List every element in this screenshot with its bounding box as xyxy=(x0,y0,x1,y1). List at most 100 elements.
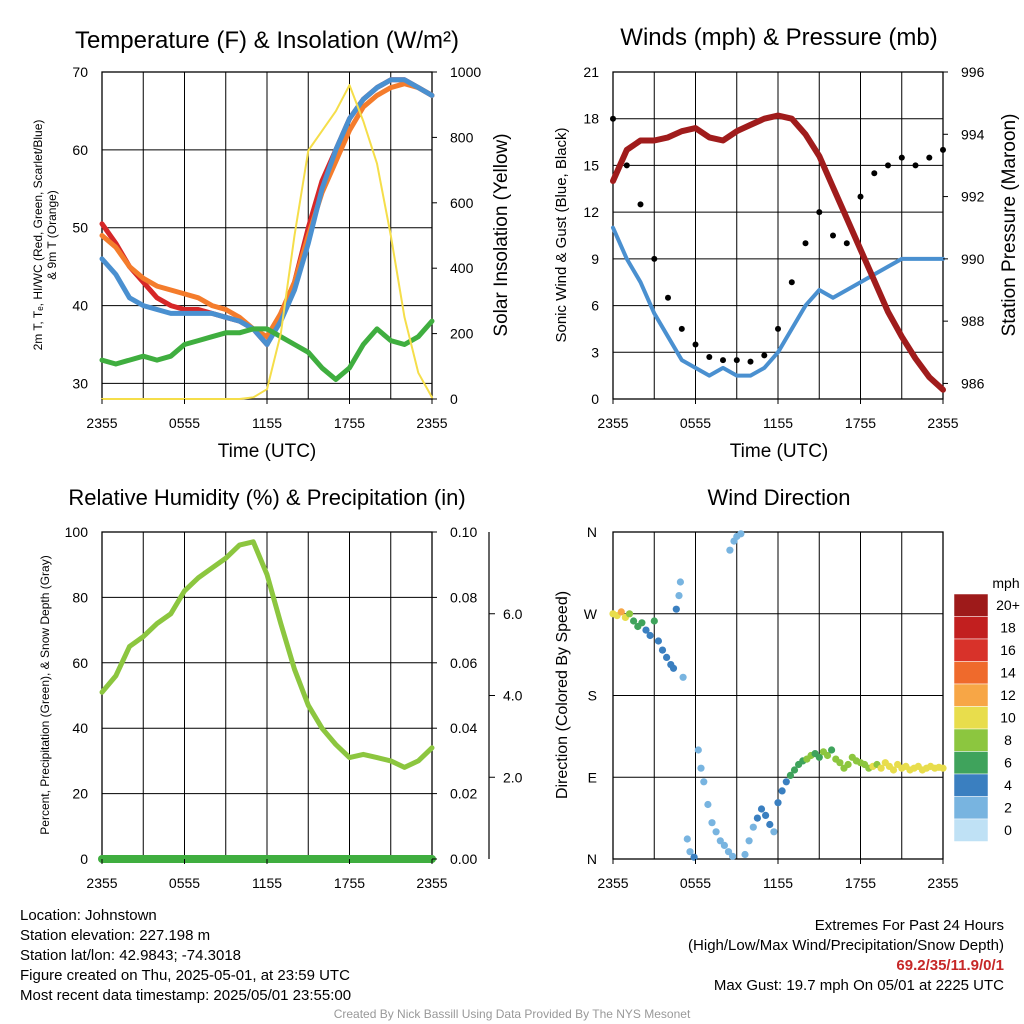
gust-point xyxy=(651,255,658,262)
gust-point xyxy=(761,352,768,359)
direction-point xyxy=(646,631,654,640)
y-tick-label: 15 xyxy=(583,157,599,173)
direction-point xyxy=(669,664,678,672)
colorbar-label: 10 xyxy=(1000,710,1016,726)
gust-point xyxy=(678,325,685,332)
direction-point xyxy=(658,646,667,654)
direction-point xyxy=(745,837,753,845)
direction-point xyxy=(683,835,691,843)
colorbar-swatch xyxy=(953,796,989,820)
y-tick-label: 70 xyxy=(72,64,88,80)
y-tick-label: 0 xyxy=(80,851,88,867)
direction-point xyxy=(617,608,625,616)
direction-point xyxy=(663,653,671,662)
direction-point xyxy=(700,778,708,786)
x-tick-label: 2355 xyxy=(597,875,628,891)
direction-point xyxy=(939,764,947,772)
y-tick-label: 40 xyxy=(72,720,88,736)
temperature-panel: Temperature (F) & Insolation (W/m²) 30 40… xyxy=(31,27,512,462)
wind-direction-ylabel: Direction (Colored By Speed) xyxy=(554,591,571,799)
gust-point xyxy=(692,341,699,348)
x-tick-label: 1155 xyxy=(252,875,282,891)
colorbar-label: 0 xyxy=(1004,822,1012,838)
direction-point xyxy=(720,841,729,850)
y-tick-label: 18 xyxy=(583,111,599,127)
x-tick-label: 1755 xyxy=(334,415,365,431)
series-hi-wc xyxy=(99,77,435,347)
direction-point xyxy=(762,811,770,820)
x-tick-label: 2355 xyxy=(416,415,447,431)
direction-point xyxy=(726,546,734,554)
direction-point xyxy=(672,605,680,613)
direction-point xyxy=(676,578,685,586)
temperature-title: Temperature (F) & Insolation (W/m²) xyxy=(75,27,459,54)
direction-point xyxy=(625,610,634,618)
x-tick-label: 1155 xyxy=(252,415,282,431)
wind-direction-grid xyxy=(613,531,943,860)
extremes-values: 69.2/35/11.9/0/1 xyxy=(896,957,1004,974)
direction-point xyxy=(690,853,698,861)
y3-tick-label: 4.0 xyxy=(503,688,523,704)
x-tick-label: 2355 xyxy=(927,875,958,891)
temperature-y2label: Solar Insolation (Yellow) xyxy=(491,133,512,336)
humidity-ticks: 0 20 40 60 80 100 0.00 0.02 0.04 0.06 0.08 0.10 2.0 4… xyxy=(65,524,523,891)
x-tick-label: 1155 xyxy=(763,415,793,431)
direction-point xyxy=(749,823,757,831)
colorbar-label: 14 xyxy=(1000,665,1016,681)
y2-tick-label: 200 xyxy=(450,326,474,342)
gust-point xyxy=(816,209,823,216)
recent-timestamp: Most recent data timestamp: 2025/05/01 2… xyxy=(20,987,352,1004)
y-tick-label: 60 xyxy=(72,655,88,671)
colorbar-label: 16 xyxy=(1000,642,1016,658)
y-tick-label: N xyxy=(587,524,597,540)
y2-tick-label: 600 xyxy=(450,195,474,211)
direction-point xyxy=(766,820,774,829)
figure-created: Figure created on Thu, 2025-05-01, at 23… xyxy=(20,967,350,984)
direction-point xyxy=(844,760,852,769)
direction-point xyxy=(712,828,720,836)
gust-point xyxy=(623,162,630,169)
direction-point xyxy=(686,848,694,856)
series-9m-t xyxy=(99,81,435,340)
humidity-title: Relative Humidity (%) & Precipitation (i… xyxy=(68,485,465,510)
direction-point xyxy=(741,850,749,859)
x-tick-label: 1755 xyxy=(845,415,876,431)
station-info: Location: Johnstown Station elevation: 2… xyxy=(20,906,351,1006)
direction-point xyxy=(638,619,646,627)
direction-point xyxy=(782,778,790,786)
direction-point xyxy=(704,800,712,809)
colorbar-title: mph xyxy=(992,575,1019,591)
y2-tick-label: 986 xyxy=(961,375,985,391)
winds-series xyxy=(610,112,946,393)
x-tick-label: 1755 xyxy=(334,875,365,891)
y-tick-label: 40 xyxy=(72,298,88,314)
temperature-xlabel: Time (UTC) xyxy=(218,441,317,462)
winds-xlabel: Time (UTC) xyxy=(730,441,829,462)
y-tick-label: N xyxy=(587,851,597,867)
humidity-ylabel: Percent, Precipitation (Green), & Snow D… xyxy=(38,555,52,834)
y2-tick-label: 992 xyxy=(961,189,985,205)
y3-tick-label: 6.0 xyxy=(503,606,523,622)
x-tick-label: 1755 xyxy=(845,875,876,891)
x-tick-label: 0555 xyxy=(680,415,711,431)
x-tick-label: 0555 xyxy=(169,875,200,891)
y2-tick-label: 994 xyxy=(961,126,985,142)
colorbar-label: 6 xyxy=(1004,755,1012,771)
y2-tick-label: 0.10 xyxy=(450,524,477,540)
x-tick-label: 0555 xyxy=(169,415,200,431)
y2-tick-label: 1000 xyxy=(450,64,481,80)
colorbar-label: 2 xyxy=(1004,800,1012,816)
extremes-desc: (High/Low/Max Wind/Precipitation/Snow De… xyxy=(688,937,1004,954)
direction-point xyxy=(877,764,885,772)
winds-y2label: Station Pressure (Maroon) xyxy=(999,114,1020,337)
y-tick-label: 3 xyxy=(591,344,599,360)
direction-point xyxy=(716,837,724,845)
y2-tick-label: 0.00 xyxy=(450,851,477,867)
y-tick-label: S xyxy=(588,688,597,704)
gust-point xyxy=(871,170,878,177)
colorbar-swatch xyxy=(953,706,989,730)
gust-point xyxy=(788,279,795,286)
